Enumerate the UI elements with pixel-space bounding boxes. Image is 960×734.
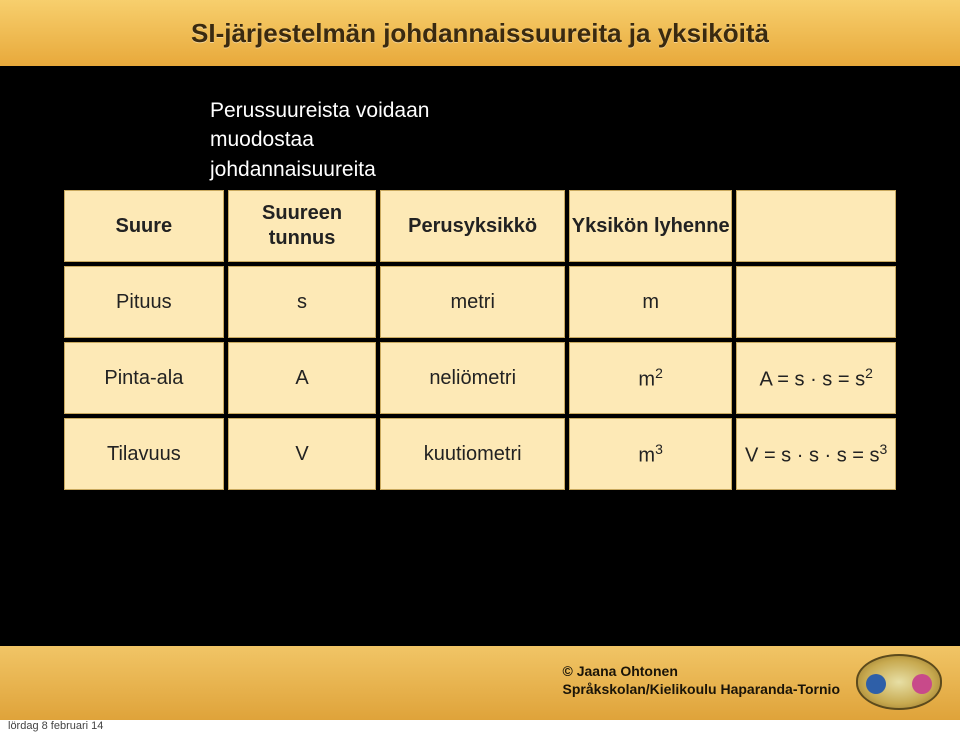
slide-title: SI-järjestelmän johdannaissuureita ja yk…: [191, 18, 769, 49]
table-header-row: Suure Suureen tunnus Perusyksikkö Yksikö…: [64, 190, 896, 262]
units-table: Suure Suureen tunnus Perusyksikkö Yksikö…: [60, 186, 900, 494]
table-row: Pituus s metri m: [64, 266, 896, 338]
footer-band: © Jaana Ohtonen Språkskolan/Kielikoulu H…: [0, 646, 960, 720]
title-bar: SI-järjestelmän johdannaissuureita ja yk…: [0, 0, 960, 66]
cell-tunnus: V: [228, 418, 377, 490]
cell-tunnus: s: [228, 266, 377, 338]
unit-base: m: [638, 444, 655, 466]
col-header-tunnus: Suureen tunnus: [228, 190, 377, 262]
footer-credits: © Jaana Ohtonen Språkskolan/Kielikoulu H…: [563, 662, 840, 698]
col-header-formula: [736, 190, 896, 262]
cell-suure: Pituus: [64, 266, 224, 338]
copyright: © Jaana Ohtonen: [563, 663, 678, 679]
table-row: Pinta-ala A neliömetri m2 A = s · s = s2: [64, 342, 896, 414]
col-header-suure: Suure: [64, 190, 224, 262]
cell-lyhenne: m2: [569, 342, 732, 414]
datestamp: lördag 8 februari 14: [6, 720, 105, 732]
school-name: Språkskolan/Kielikoulu Haparanda-Tornio: [563, 681, 840, 697]
unit-base: m: [638, 368, 655, 390]
cell-tunnus: A: [228, 342, 377, 414]
cell-suure: Pinta-ala: [64, 342, 224, 414]
cell-lyhenne: m: [569, 266, 732, 338]
formula-text: V = s · s · s = s: [745, 444, 879, 466]
intro-line-1: Perussuureista voidaan: [210, 99, 429, 122]
intro-line-2: muodostaa: [210, 128, 314, 151]
cell-perusyksikko: metri: [380, 266, 565, 338]
cell-perusyksikko: neliömetri: [380, 342, 565, 414]
slide: SI-järjestelmän johdannaissuureita ja yk…: [0, 0, 960, 720]
formula-text: A = s · s = s: [759, 368, 865, 390]
intro-text: Perussuureista voidaan muodostaa johdann…: [210, 96, 429, 184]
cell-formula: [736, 266, 896, 338]
cell-suure: Tilavuus: [64, 418, 224, 490]
school-logo-icon: [856, 654, 942, 710]
formula-exponent: 3: [880, 441, 888, 457]
cell-formula: A = s · s = s2: [736, 342, 896, 414]
unit-exponent: 3: [655, 441, 663, 457]
formula-exponent: 2: [865, 365, 873, 381]
cell-lyhenne: m3: [569, 418, 732, 490]
table-row: Tilavuus V kuutiometri m3 V = s · s · s …: [64, 418, 896, 490]
cell-perusyksikko: kuutiometri: [380, 418, 565, 490]
col-header-perusyksikko: Perusyksikkö: [380, 190, 565, 262]
col-header-lyhenne: Yksikön lyhenne: [569, 190, 732, 262]
cell-formula: V = s · s · s = s3: [736, 418, 896, 490]
intro-line-3: johdannaisuureita: [210, 158, 376, 181]
unit-exponent: 2: [655, 365, 663, 381]
